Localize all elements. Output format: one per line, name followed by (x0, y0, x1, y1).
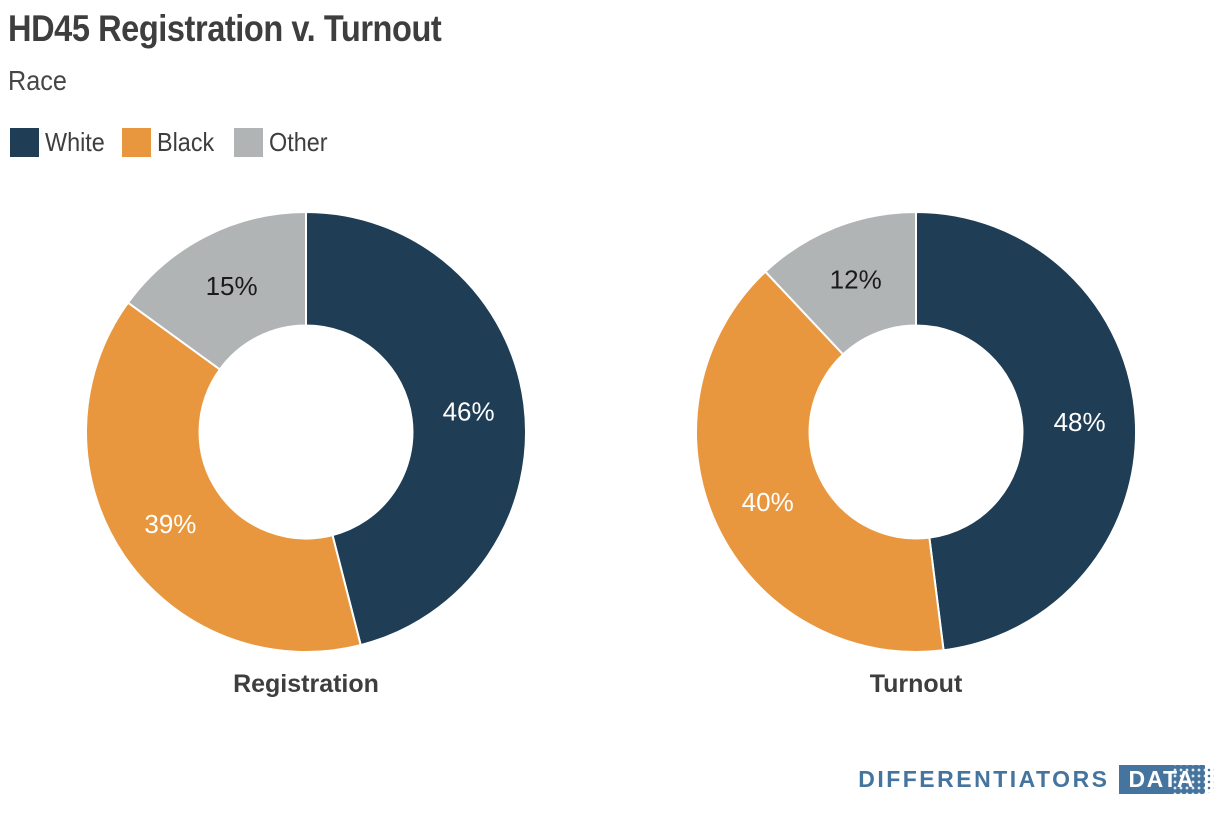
slice-value-label-white: 48% (1054, 407, 1106, 437)
registration-donut-chart: 46% 39% 15% (85, 210, 527, 653)
brand-badge-text: DATA (1128, 766, 1195, 792)
legend-item-black: Black (122, 127, 221, 157)
badge-halftone-dots-outer (1206, 767, 1214, 793)
brand-badge: DATA (1118, 765, 1214, 794)
slice-value-label-other: 12% (830, 265, 882, 295)
legend-swatch-white (10, 127, 39, 157)
brand-logo[interactable]: DIFFERENTIATORS DATA (858, 763, 1214, 796)
brand-name: DIFFERENTIATORS (858, 766, 1110, 792)
slice-value-label-other: 15% (206, 271, 258, 301)
donut-slice-registration-other[interactable] (126, 210, 307, 371)
legend-swatch-black (122, 127, 151, 157)
legend-swatch-other (234, 127, 263, 157)
donut-slice-turnout-black[interactable] (695, 270, 945, 653)
donut-slice-registration-black[interactable] (85, 301, 362, 653)
slice-value-label-black: 39% (144, 509, 196, 539)
legend-item-other: Other (234, 127, 334, 157)
donut-slice-turnout-other[interactable] (763, 210, 917, 356)
turnout-axis-label: Turnout (869, 670, 963, 698)
slice-value-label-white: 46% (443, 397, 495, 427)
chart-subtitle: Race (8, 65, 67, 96)
legend-label-black: Black (157, 126, 215, 157)
donut-slice-turnout-white[interactable] (915, 210, 1138, 652)
legend-label-other: Other (269, 126, 328, 157)
slice-value-label-black: 40% (742, 487, 794, 517)
turnout-donut-chart: 48% 40% 12% (695, 210, 1138, 653)
legend-item-white: White (10, 127, 111, 157)
registration-axis-label: Registration (233, 670, 379, 698)
chart-title: HD45 Registration v. Turnout (8, 8, 442, 49)
donut-slice-registration-white[interactable] (305, 210, 527, 647)
legend-label-white: White (45, 126, 105, 157)
